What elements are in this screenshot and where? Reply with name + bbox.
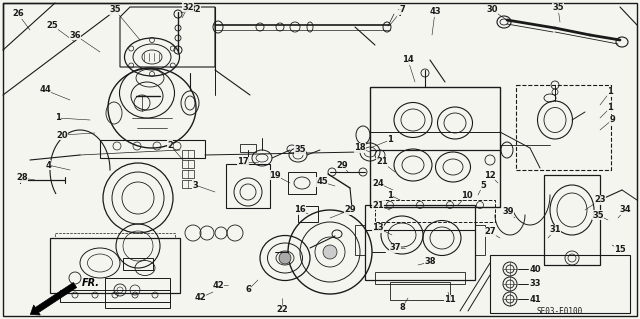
Text: 1: 1 [387, 136, 393, 145]
Text: 1: 1 [607, 103, 613, 113]
Text: 9: 9 [609, 115, 615, 124]
Text: 36: 36 [69, 31, 81, 40]
Text: 1: 1 [387, 190, 393, 199]
Text: 18: 18 [354, 144, 366, 152]
Bar [390, 282, 450, 300]
Text: 29: 29 [344, 205, 356, 214]
Text: 21: 21 [376, 158, 388, 167]
Text: 39: 39 [502, 207, 514, 217]
Text: 21: 21 [372, 201, 384, 210]
Text: 11: 11 [444, 295, 456, 305]
Bar [375, 272, 465, 284]
Text: 15: 15 [614, 246, 626, 255]
Text: 33: 33 [529, 279, 541, 288]
Text: 35: 35 [294, 145, 306, 154]
Text: 35: 35 [592, 211, 604, 219]
Text: 28: 28 [16, 174, 28, 182]
FancyArrow shape [30, 283, 77, 315]
Text: 8: 8 [399, 303, 405, 313]
Bar [365, 205, 475, 280]
Text: 30: 30 [486, 5, 498, 14]
Text: 3: 3 [192, 181, 198, 189]
Bar [375, 200, 495, 222]
Text: 44: 44 [39, 85, 51, 94]
Text: 10: 10 [461, 190, 473, 199]
Text: 20: 20 [56, 130, 68, 139]
Text: 32: 32 [189, 5, 201, 14]
Bar [370, 87, 500, 207]
Text: 14: 14 [402, 56, 414, 64]
Bar [288, 172, 316, 194]
Text: 17: 17 [237, 158, 249, 167]
Text: FR.: FR. [82, 278, 100, 288]
Text: 42: 42 [194, 293, 206, 302]
Text: 19: 19 [269, 170, 281, 180]
Text: 34: 34 [619, 205, 631, 214]
Bar [516, 85, 611, 170]
Text: 4: 4 [45, 160, 51, 169]
Bar [182, 160, 194, 168]
Text: 1: 1 [55, 114, 61, 122]
Bar [355, 225, 365, 255]
Text: 7: 7 [399, 5, 405, 14]
Bar [55, 233, 175, 238]
Text: 7: 7 [397, 10, 403, 19]
Bar [182, 150, 194, 158]
Bar [105, 278, 170, 308]
Text: 12: 12 [484, 170, 496, 180]
Bar [60, 290, 170, 302]
Text: 5: 5 [480, 181, 486, 189]
Bar [100, 140, 205, 158]
Text: 42: 42 [212, 280, 224, 290]
Bar [226, 164, 270, 208]
Text: 25: 25 [46, 20, 58, 29]
Text: 1: 1 [607, 87, 613, 97]
Text: 29: 29 [336, 160, 348, 169]
Text: 26: 26 [12, 10, 24, 19]
Text: 6: 6 [245, 286, 251, 294]
Text: 40: 40 [529, 264, 541, 273]
Text: 32: 32 [182, 3, 194, 11]
Text: 27: 27 [484, 227, 496, 236]
Bar [182, 180, 194, 188]
Text: SE03-E0100: SE03-E0100 [537, 308, 583, 316]
Circle shape [323, 245, 337, 259]
Text: 23: 23 [594, 196, 606, 204]
Text: 37: 37 [389, 243, 401, 253]
Bar [50, 238, 180, 293]
Circle shape [279, 252, 291, 264]
Text: 35: 35 [109, 5, 121, 14]
Text: 35: 35 [552, 4, 564, 12]
Text: 2: 2 [167, 140, 173, 150]
Bar [544, 175, 600, 265]
Bar [240, 144, 256, 152]
Text: 13: 13 [372, 224, 384, 233]
Text: 45: 45 [316, 177, 328, 187]
Text: 22: 22 [276, 306, 288, 315]
Text: 43: 43 [429, 8, 441, 17]
Text: 24: 24 [372, 179, 384, 188]
Bar [475, 225, 485, 255]
Text: 16: 16 [294, 205, 306, 214]
Bar [298, 206, 318, 222]
Bar [182, 170, 194, 178]
Bar [490, 255, 630, 313]
Text: 38: 38 [424, 257, 436, 266]
Text: 31: 31 [549, 226, 561, 234]
Text: 41: 41 [529, 294, 541, 303]
Bar [123, 258, 153, 270]
